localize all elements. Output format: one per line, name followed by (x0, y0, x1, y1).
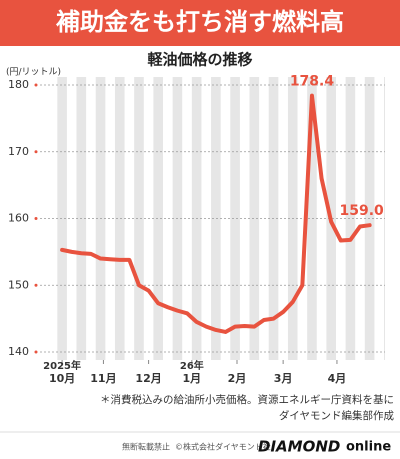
y-tick-label: 180 (8, 78, 29, 91)
x-tick-label: 1月 (183, 372, 202, 385)
tick-dot (34, 350, 38, 354)
plot-area: 140 150 160 170 180 10月 11月 12月 1月 2月 3月 4月 2025年 26年… (8, 74, 385, 385)
stripe (114, 77, 125, 360)
y-tick-label: 140 (8, 345, 29, 358)
stripe (249, 77, 260, 360)
data-label: 178.4 (290, 74, 335, 90)
tick-dot (34, 283, 38, 287)
x-tick-label: 3月 (274, 372, 293, 385)
data-label: 159.0 (339, 203, 384, 219)
tick-dot (34, 150, 38, 154)
note: ＊消費税込みの給油所小売価格。資源エネルギー庁資料を基に (100, 393, 394, 406)
stripe (134, 77, 144, 360)
note: ダイヤモンド編集部作成 (279, 409, 395, 422)
stripe (153, 77, 164, 360)
x-tick-label: 12月 (135, 372, 161, 385)
x-tick-label: 2月 (228, 372, 247, 385)
year-annotation: 26年 (180, 359, 204, 372)
year-annotation: 2025年 (43, 359, 81, 372)
stripe (211, 77, 221, 360)
stripe (230, 77, 240, 360)
y-tick-label: 160 (8, 212, 29, 225)
footer-rights: 無断転載禁止 (122, 442, 170, 452)
stripe (307, 77, 317, 360)
brand: DIAMOND (258, 438, 340, 456)
tick-dot (34, 217, 38, 220)
price-line (60, 93, 372, 334)
brand-suffix: online (346, 440, 391, 455)
chart-subtitle: 軽油価格の推移 (147, 51, 252, 69)
tick-dot (34, 83, 38, 87)
y-tick-label: 170 (8, 145, 29, 158)
title-banner (0, 0, 400, 46)
y-axis-label: (円/リットル) (6, 67, 61, 78)
stripe (57, 77, 67, 360)
x-tick-label: 4月 (328, 372, 347, 385)
x-tick-label: 11月 (90, 372, 116, 385)
x-tick-label: 10月 (49, 372, 75, 385)
footer-copyright: ©株式会社ダイヤモンド社 (175, 442, 271, 452)
chart-title: 補助金をも打ち消す燃料高 (55, 8, 344, 36)
stripe (345, 77, 356, 360)
y-tick-label: 150 (8, 278, 29, 291)
